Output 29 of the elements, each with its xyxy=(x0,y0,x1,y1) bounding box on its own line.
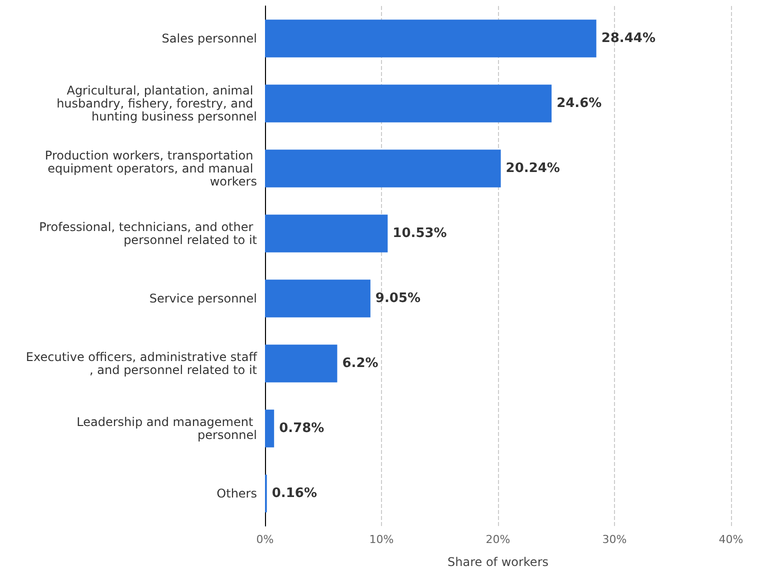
x-tick-label: 20% xyxy=(486,533,510,546)
data-label: 0.78% xyxy=(279,421,324,436)
y-tick-label: Executive officers, administrative staff, and personnel related to it xyxy=(26,350,258,377)
data-label: 9.05% xyxy=(375,291,421,306)
bar xyxy=(265,280,370,318)
y-tick-label: Service personnel xyxy=(149,292,257,306)
y-tick-label: Others xyxy=(216,486,257,500)
bar xyxy=(265,344,338,382)
y-tick-label: Production workers, transportation equipment operators, and manual workers xyxy=(44,148,257,188)
bar xyxy=(265,20,596,58)
x-tick-label: 30% xyxy=(602,533,627,546)
bar xyxy=(265,84,552,122)
data-label: 6.2% xyxy=(342,356,378,371)
data-label: 28.44% xyxy=(601,31,656,46)
x-axis-title: Share of workers xyxy=(447,555,549,569)
y-tick-label: Professional, technicians, and other personnel related to it xyxy=(39,220,258,247)
y-tick-label: Sales personnel xyxy=(162,32,257,46)
data-label: 20.24% xyxy=(506,161,560,176)
x-tick-label: 40% xyxy=(718,533,744,546)
y-tick-label: Leadership and management personnel xyxy=(76,415,257,442)
bar xyxy=(265,150,501,188)
data-label: 24.6% xyxy=(556,96,602,111)
bar xyxy=(265,410,274,448)
x-tick-label: 0% xyxy=(256,533,274,546)
bar xyxy=(265,214,388,252)
data-label: 10.53% xyxy=(392,226,447,241)
data-label: 0.16% xyxy=(272,486,317,501)
x-tick-label: 10% xyxy=(369,533,394,546)
y-tick-label: Agricultural, plantation, animal husbandry, fishery, forestry, and hunting business personnel xyxy=(56,84,257,124)
